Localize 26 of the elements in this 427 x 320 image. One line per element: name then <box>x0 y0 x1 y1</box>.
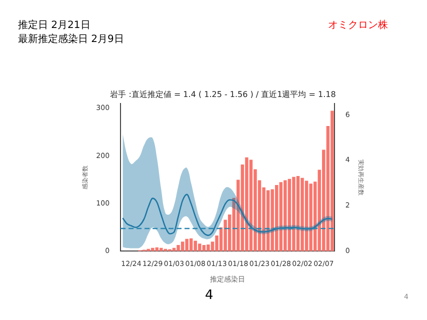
bar <box>180 242 184 252</box>
bar <box>330 110 334 252</box>
bar <box>270 189 274 252</box>
bar <box>292 176 296 252</box>
line-series <box>122 194 333 236</box>
text: 推定日 2月21日 <box>18 18 90 32</box>
bar <box>288 178 292 252</box>
bar <box>309 184 312 252</box>
bar <box>198 244 202 252</box>
bar <box>249 160 253 252</box>
text: 4 <box>205 288 214 303</box>
text: オミクロン株 <box>328 18 388 32</box>
bar <box>185 238 188 252</box>
chart-title: 岩手 :直近推定値 = 1.4 ( 1.25 - 1.56 ) / 直近1週平均 = 1.18 <box>110 90 336 99</box>
bar <box>206 244 210 252</box>
bar <box>279 182 283 252</box>
bar <box>176 245 180 252</box>
bar <box>300 178 304 252</box>
bar <box>284 180 287 252</box>
bar <box>304 180 308 252</box>
bar <box>296 176 300 252</box>
bar <box>202 245 206 252</box>
text: 最新推定感染日 2月9日 <box>18 32 124 46</box>
bar <box>245 157 248 252</box>
bar <box>146 248 150 252</box>
bar <box>160 248 163 252</box>
